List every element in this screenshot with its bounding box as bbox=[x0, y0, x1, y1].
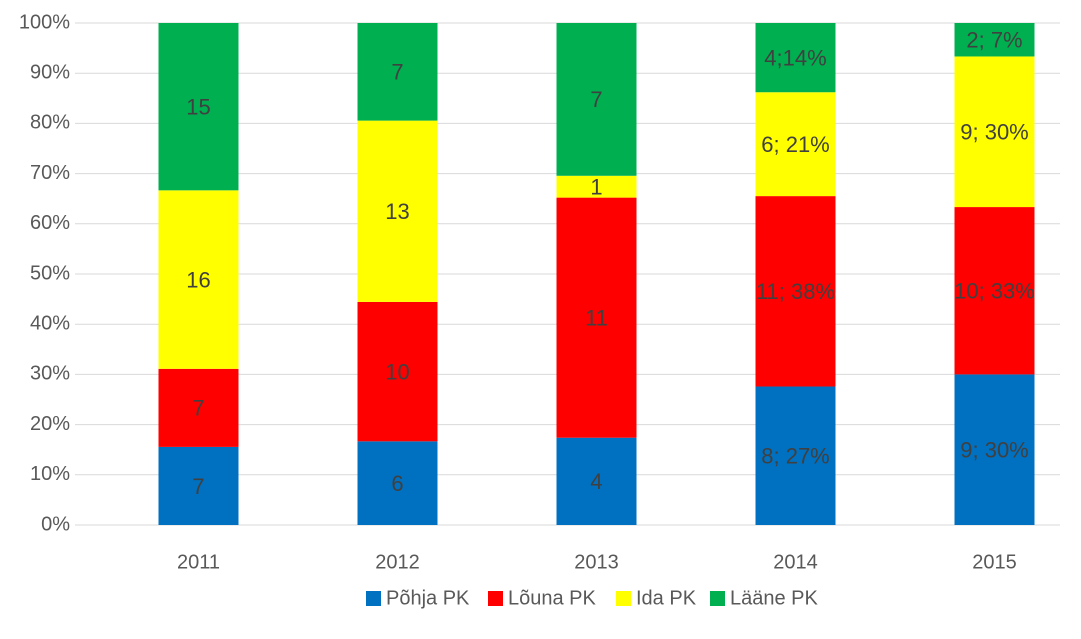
y-tick-label: 70% bbox=[30, 162, 70, 184]
bar-segment bbox=[755, 196, 836, 387]
legend-label: Lõuna PK bbox=[508, 587, 597, 609]
y-tick-label: 50% bbox=[30, 262, 70, 284]
x-tick-label: 2014 bbox=[773, 551, 818, 573]
y-tick-label: 80% bbox=[30, 112, 70, 134]
bar-segment bbox=[158, 446, 239, 525]
y-tick-label: 10% bbox=[30, 463, 70, 485]
bar-segment bbox=[158, 190, 239, 369]
y-tick-label: 100% bbox=[19, 11, 70, 33]
bar-segment bbox=[755, 23, 836, 93]
bar-segment bbox=[556, 23, 637, 176]
data-label: 7 bbox=[192, 396, 204, 421]
data-label: 7 bbox=[391, 60, 403, 85]
bar-segment bbox=[954, 207, 1035, 375]
y-tick-label: 60% bbox=[30, 212, 70, 234]
data-label: 13 bbox=[385, 199, 409, 224]
data-label: 6; 21% bbox=[761, 132, 830, 157]
legend-label: Lääne PK bbox=[730, 587, 819, 609]
legend-label: Põhja PK bbox=[386, 587, 470, 609]
x-tick-label: 2012 bbox=[375, 551, 420, 573]
data-label: 6 bbox=[391, 471, 403, 496]
legend-label: Ida PK bbox=[636, 587, 697, 609]
y-tick-label: 90% bbox=[30, 61, 70, 83]
data-label: 4 bbox=[590, 469, 602, 494]
data-label: 10; 33% bbox=[954, 279, 1035, 304]
bar-segment bbox=[954, 23, 1035, 57]
y-tick-label: 40% bbox=[30, 312, 70, 334]
y-tick-label: 30% bbox=[30, 363, 70, 385]
data-label: 11 bbox=[585, 305, 608, 330]
data-label: 8; 27% bbox=[761, 444, 830, 469]
data-label: 7 bbox=[192, 474, 204, 499]
bar-segment bbox=[556, 175, 637, 198]
bar-segment bbox=[357, 23, 438, 121]
bar-segment bbox=[158, 368, 239, 447]
bar-segment bbox=[755, 386, 836, 525]
bar-segment bbox=[357, 120, 438, 302]
data-label: 10 bbox=[385, 359, 409, 384]
data-label: 9; 30% bbox=[960, 438, 1029, 463]
legend-swatch bbox=[616, 591, 631, 606]
data-label: 16 bbox=[186, 267, 210, 292]
legend-swatch bbox=[488, 591, 503, 606]
x-tick-label: 2013 bbox=[574, 551, 619, 573]
data-label: 1 bbox=[590, 175, 602, 200]
bar-segment bbox=[357, 301, 438, 442]
bar-segment bbox=[158, 23, 239, 191]
legend-swatch bbox=[710, 591, 725, 606]
bar-segment bbox=[954, 374, 1035, 525]
bar-segment bbox=[755, 92, 836, 197]
data-label: 7 bbox=[590, 87, 602, 112]
x-tick-label: 2011 bbox=[177, 551, 220, 573]
data-label: 4;14% bbox=[764, 45, 826, 70]
y-tick-label: 20% bbox=[30, 413, 70, 435]
data-label: 2; 7% bbox=[966, 28, 1022, 53]
legend-swatch bbox=[366, 591, 381, 606]
data-label: 11; 38% bbox=[756, 279, 835, 304]
x-tick-label: 2015 bbox=[972, 551, 1017, 573]
data-label: 9; 30% bbox=[960, 120, 1029, 145]
bar-segment bbox=[556, 197, 637, 438]
bar-segment bbox=[357, 441, 438, 525]
bar-segment bbox=[954, 56, 1035, 208]
y-tick-label: 0% bbox=[41, 513, 70, 535]
data-label: 15 bbox=[186, 94, 210, 119]
bar-segment bbox=[556, 437, 637, 525]
